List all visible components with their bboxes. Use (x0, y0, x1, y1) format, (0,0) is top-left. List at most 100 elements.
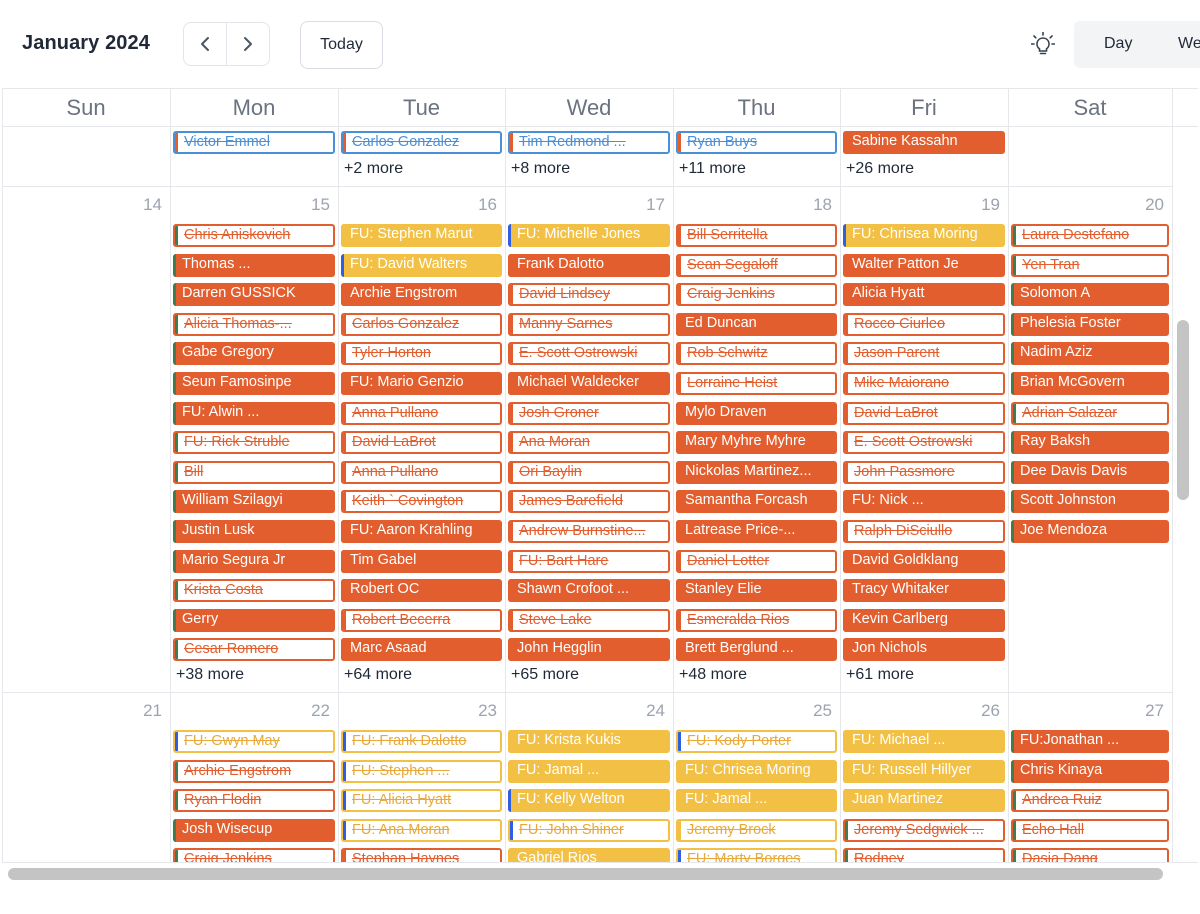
calendar-event[interactable]: FU: Aaron Krahling (341, 520, 502, 543)
calendar-event[interactable]: Latrease Price-... (676, 520, 837, 543)
calendar-event[interactable]: Darren GUSSICK (173, 283, 335, 306)
day-number[interactable]: 18 (813, 195, 832, 214)
calendar-event[interactable]: Victor Emmel (173, 131, 335, 154)
day-number[interactable]: 15 (311, 195, 330, 214)
day-number[interactable]: 27 (1145, 701, 1164, 720)
calendar-event[interactable]: Alicia Thomas-... (173, 313, 335, 336)
calendar-event[interactable]: FU: David Walters (341, 254, 502, 277)
calendar-event[interactable]: Krista Costa (173, 579, 335, 602)
day-number[interactable]: 20 (1145, 195, 1164, 214)
calendar-event[interactable]: Anna Pullano (341, 402, 502, 425)
day-number[interactable]: 16 (478, 195, 497, 214)
day-cell[interactable] (1008, 127, 1172, 186)
calendar-event[interactable]: William Szilagyi (173, 490, 335, 513)
calendar-event[interactable]: FU: Gwyn May (173, 730, 335, 753)
calendar-event[interactable]: FU: Russell Hillyer (843, 760, 1005, 783)
next-month-button[interactable] (226, 23, 269, 65)
calendar-event[interactable]: Rob Schwitz (676, 342, 837, 365)
calendar-event[interactable]: Archie Engstrom (173, 760, 335, 783)
calendar-event[interactable]: Mylo Draven (676, 402, 837, 425)
calendar-event[interactable]: Sean Segaloff (676, 254, 837, 277)
calendar-event[interactable]: Michael Waldecker (508, 372, 670, 395)
day-number[interactable]: 22 (311, 701, 330, 720)
calendar-event[interactable]: Andrea Ruiz (1011, 789, 1169, 812)
calendar-event[interactable]: Adrian Salazar (1011, 402, 1169, 425)
calendar-event[interactable]: Brian McGovern (1011, 372, 1169, 395)
calendar-event[interactable]: Gerry (173, 609, 335, 632)
calendar-event[interactable]: John Hegglin (508, 638, 670, 661)
calendar-event[interactable]: Archie Engstrom (341, 283, 502, 306)
calendar-event[interactable]: Nadim Aziz (1011, 342, 1169, 365)
calendar-event[interactable]: Juan Martinez (843, 789, 1005, 812)
calendar-event[interactable]: Jeremy Sedgwick ... (843, 819, 1005, 842)
calendar-event[interactable]: FU: Ana Moran (341, 819, 502, 842)
day-number[interactable]: 25 (813, 701, 832, 720)
calendar-event[interactable]: Ori Baylin (508, 461, 670, 484)
calendar-event[interactable]: Jason Parent (843, 342, 1005, 365)
calendar-event[interactable]: FU: Rick Struble (173, 431, 335, 454)
calendar-event[interactable]: Ray Baksh (1011, 431, 1169, 454)
calendar-event[interactable]: David LaBrot (341, 431, 502, 454)
calendar-event[interactable]: FU: Alwin ... (173, 402, 335, 425)
calendar-event[interactable]: FU: Stephen ... (341, 760, 502, 783)
more-events-link[interactable]: +2 more (344, 160, 404, 177)
calendar-event[interactable]: FU: Michelle Jones (508, 224, 670, 247)
calendar-event[interactable]: Cesar Romero (173, 638, 335, 661)
calendar-event[interactable]: FU: Chrisea Moring (843, 224, 1005, 247)
day-number[interactable]: 21 (143, 701, 162, 720)
calendar-event[interactable]: Lorraine Heist (676, 372, 837, 395)
calendar-event[interactable]: Bill Serritella (676, 224, 837, 247)
calendar-event[interactable]: Daniel Lotter (676, 550, 837, 573)
calendar-event[interactable]: Tim Gabel (341, 550, 502, 573)
calendar-event[interactable]: FU: Stephen Marut (341, 224, 502, 247)
calendar-event[interactable]: Thomas ... (173, 254, 335, 277)
calendar-event[interactable]: FU:Jonathan ... (1011, 730, 1169, 753)
calendar-event[interactable]: Chris Aniskovich (173, 224, 335, 247)
calendar-event[interactable]: Robert Becerra (341, 609, 502, 632)
calendar-event[interactable]: Marc Asaad (341, 638, 502, 661)
calendar-event[interactable]: Manny Sarnes (508, 313, 670, 336)
day-number[interactable]: 24 (646, 701, 665, 720)
calendar-event[interactable]: Seun Famosinpe (173, 372, 335, 395)
calendar-event[interactable]: E. Scott Ostrowski (508, 342, 670, 365)
calendar-event[interactable]: David Goldklang (843, 550, 1005, 573)
calendar-event[interactable]: Frank Dalotto (508, 254, 670, 277)
day-number[interactable]: 23 (478, 701, 497, 720)
calendar-event[interactable]: Tim Redmond ... (508, 131, 670, 154)
calendar-event[interactable]: Laura Destefano (1011, 224, 1169, 247)
day-number[interactable]: 26 (981, 701, 1000, 720)
calendar-event[interactable]: FU: Krista Kukis (508, 730, 670, 753)
calendar-event[interactable]: Craig Jenkins (676, 283, 837, 306)
calendar-event[interactable]: David LaBrot (843, 402, 1005, 425)
day-cell[interactable] (2, 186, 170, 692)
calendar-event[interactable]: Ralph DiSciullo (843, 520, 1005, 543)
calendar-event[interactable]: FU: Michael ... (843, 730, 1005, 753)
more-events-link[interactable]: +64 more (344, 666, 413, 683)
more-events-link[interactable]: +38 more (176, 666, 245, 683)
lightbulb-icon[interactable] (1031, 32, 1055, 58)
calendar-event[interactable]: FU: Mario Genzio (341, 372, 502, 395)
calendar-event[interactable]: FU: John Shiner (508, 819, 670, 842)
more-events-link[interactable]: +65 more (511, 666, 580, 683)
calendar-event[interactable]: Ryan Flodin (173, 789, 335, 812)
calendar-event[interactable]: Keith ` Covington (341, 490, 502, 513)
more-events-link[interactable]: +26 more (846, 160, 915, 177)
calendar-event[interactable]: Jeremy Brock (676, 819, 837, 842)
calendar-event[interactable]: Solomon A (1011, 283, 1169, 306)
calendar-event[interactable]: James Barefield (508, 490, 670, 513)
more-events-link[interactable]: +48 more (679, 666, 748, 683)
calendar-event[interactable]: Mary Myhre Myhre (676, 431, 837, 454)
calendar-event[interactable]: Kevin Carlberg (843, 609, 1005, 632)
calendar-event[interactable]: Walter Patton Je (843, 254, 1005, 277)
calendar-event[interactable]: Bill (173, 461, 335, 484)
day-number[interactable]: 17 (646, 195, 665, 214)
calendar-event[interactable]: Phelesia Foster (1011, 313, 1169, 336)
today-button[interactable]: Today (300, 21, 383, 69)
calendar-event[interactable]: FU: Frank Dalotto (341, 730, 502, 753)
tab-week[interactable]: We (1178, 35, 1200, 52)
calendar-event[interactable]: Andrew Burnstine... (508, 520, 670, 543)
calendar-event[interactable]: Tracy Whitaker (843, 579, 1005, 602)
calendar-event[interactable]: Chris Kinaya (1011, 760, 1169, 783)
calendar-event[interactable]: Samantha Forcash (676, 490, 837, 513)
calendar-event[interactable]: Dee Davis Davis (1011, 461, 1169, 484)
